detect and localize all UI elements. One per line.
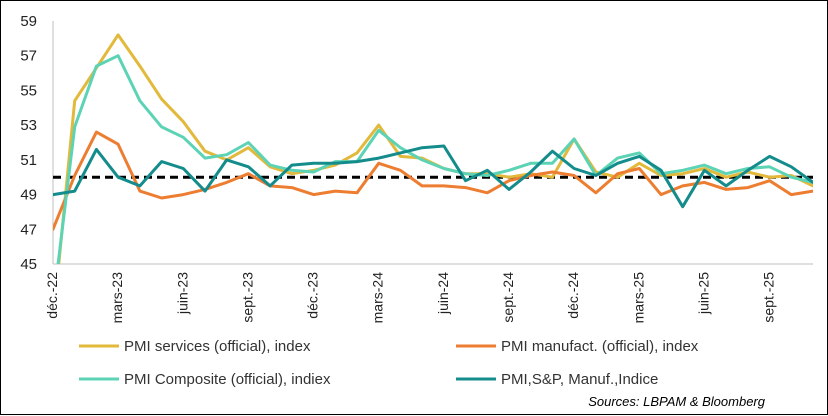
legend-label-3: PMI Composite (official), indiex [124,371,331,388]
source-note: Sources: LBPAM & Bloomberg [588,394,766,409]
y-tick-label: 49 [20,187,37,204]
x-tick-label: mars-23 [109,272,125,324]
x-tick-label: juin-25 [695,272,711,315]
y-tick-label: 55 [20,82,37,99]
y-tick-label: 53 [20,117,37,134]
x-tick-label: déc.-22 [44,272,60,319]
y-tick-label: 47 [20,221,37,238]
legend-label-2: PMI manufact. (official), index [501,338,699,355]
series-line-3 [56,54,813,264]
x-tick-label: déc.-24 [565,272,581,319]
legend-label-1: PMI services (official), index [124,338,311,355]
y-tick-label: 59 [20,13,37,30]
x-tick-label: mars-24 [370,272,386,324]
x-tick-label: sept.-23 [239,272,255,323]
y-tick-label: 57 [20,48,37,65]
x-tick-label: sept.-25 [761,272,777,323]
series-line-4 [53,144,813,209]
x-tick-label: juin-23 [174,272,190,315]
legend-label-4: PMI,S&P, Manuf.,Indice [501,371,658,388]
y-tick-label: 45 [20,256,37,273]
series-line-2 [53,130,813,231]
x-tick-label: sept.-24 [500,272,516,323]
x-tick-label: juin-24 [435,272,451,315]
y-tick-label: 51 [20,152,37,169]
x-tick-label: déc.-23 [305,272,321,319]
x-tick-label: mars-25 [630,272,646,324]
